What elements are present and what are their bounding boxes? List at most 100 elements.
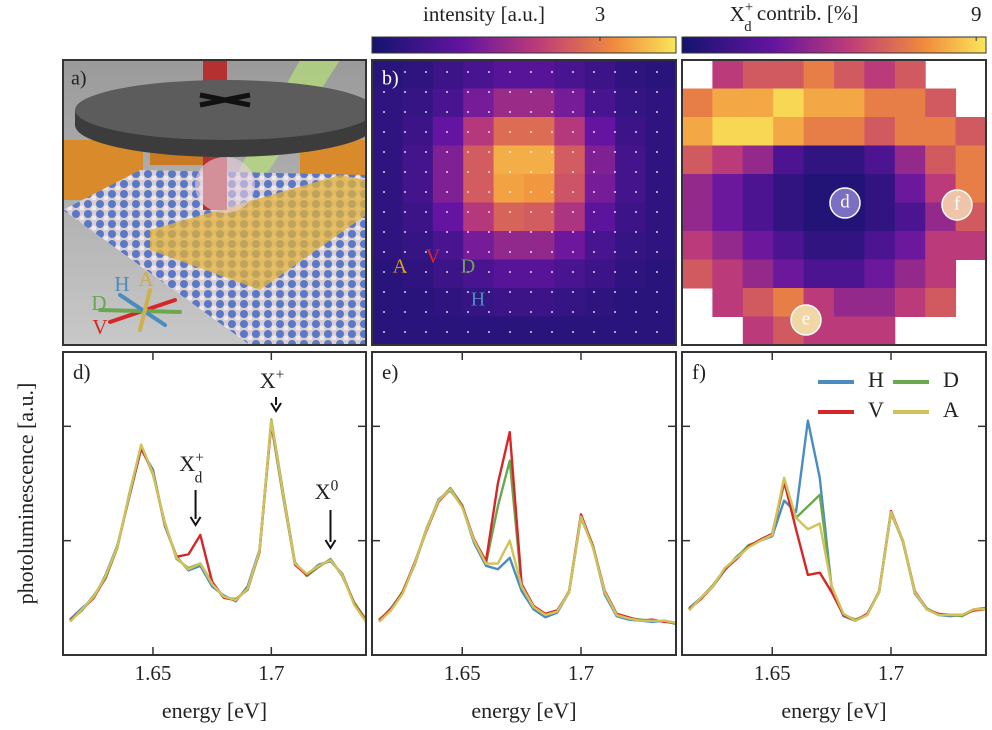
heatmap-cell [742, 174, 774, 203]
peak-label-sub: d [195, 469, 203, 486]
heatmap-cell [645, 259, 677, 289]
grid-dot [635, 291, 637, 293]
heatmap-cell [493, 316, 525, 346]
grid-dot [614, 111, 616, 113]
grid-dot [551, 111, 553, 113]
grid-dot [383, 111, 385, 113]
heatmap-cell [925, 88, 957, 118]
grid-dot [383, 131, 385, 133]
heatmap-cell [925, 259, 957, 289]
heatmap-cell [803, 60, 835, 89]
heatmap-cell [803, 117, 835, 146]
heatmap-cell [432, 288, 464, 317]
heatmap-cell [524, 117, 555, 146]
grid-dot [656, 211, 658, 213]
x-tick-label: 1.65 [754, 661, 791, 685]
grid-dot [530, 291, 532, 293]
heatmap-cell [864, 145, 896, 175]
heatmap-cell [615, 88, 647, 118]
heatmap-cell [463, 202, 495, 232]
grid-dot [530, 231, 532, 233]
x-axis-label: energy [eV] [781, 698, 886, 723]
grid-dot [425, 91, 427, 93]
heatmap-cell [645, 174, 677, 203]
grid-dot [551, 151, 553, 153]
grid-dot [509, 151, 511, 153]
grid-dot [446, 251, 448, 253]
panel-frame [371, 59, 677, 346]
heatmap-cell [554, 60, 586, 89]
legend-label: D [943, 367, 959, 392]
grid-dot [425, 171, 427, 173]
grid-dot [656, 151, 658, 153]
heatmap-cell [773, 60, 805, 89]
grid-dot [614, 291, 616, 293]
spectrum-line [69, 419, 367, 623]
grid-dot [383, 211, 385, 213]
spectrum-line [378, 489, 677, 625]
grid-dot [593, 71, 595, 73]
heatmap-cell [955, 117, 987, 146]
heatmap-cell [554, 231, 586, 260]
grid-dot [404, 211, 406, 213]
grid-dot [467, 251, 469, 253]
grid-dot [467, 111, 469, 113]
heatmap-cell [864, 60, 896, 89]
colorbar [681, 36, 987, 54]
peak-label-sup: 0 [331, 477, 339, 494]
heatmap-cell [712, 88, 744, 118]
heatmap-cell [554, 288, 586, 317]
heatmap-cell [742, 117, 774, 146]
grid-dot [551, 271, 553, 273]
grid-dot [383, 271, 385, 273]
grid-dot [404, 271, 406, 273]
grid-dot [404, 71, 406, 73]
grid-dot [446, 231, 448, 233]
position-marker [790, 304, 822, 336]
grid-dot [509, 131, 511, 133]
grid-dot [635, 191, 637, 193]
grid-dot [404, 311, 406, 313]
grid-dot [614, 271, 616, 273]
heatmap-cell [742, 288, 774, 317]
panel-label: c) [692, 68, 708, 90]
grid-dot [572, 111, 574, 113]
grid-dot [614, 151, 616, 153]
grid-dot [614, 211, 616, 213]
grid-dot [530, 331, 532, 333]
grid-dot [446, 211, 448, 213]
grid-dot [383, 251, 385, 253]
panel-label: b) [382, 68, 399, 90]
grid-dot [593, 111, 595, 113]
heatmap-cell [803, 231, 835, 260]
heatmap-cell [773, 145, 805, 175]
heatmap-cell [955, 231, 987, 260]
grid-dot [614, 71, 616, 73]
grid-dot [593, 251, 595, 253]
grid-dot [530, 91, 532, 93]
heatmap-cell [925, 145, 957, 175]
grid-dot [635, 111, 637, 113]
grid-dot [488, 331, 490, 333]
grid-dot [446, 111, 448, 113]
grid-dot [551, 171, 553, 173]
grid-dot [530, 191, 532, 193]
legend-label: A [943, 397, 959, 422]
heatmap-cell [645, 202, 677, 232]
grid-dot [572, 191, 574, 193]
grid-dot [383, 311, 385, 313]
heatmap-cell [864, 174, 896, 203]
heatmap-cell [742, 60, 774, 89]
grid-dot [425, 311, 427, 313]
heatmap-cell [894, 145, 926, 175]
heatmap-cell [402, 288, 434, 317]
grid-dot [425, 131, 427, 133]
heatmap-cell [524, 231, 555, 260]
grid-dot [467, 71, 469, 73]
heatmap-cell [894, 202, 926, 232]
grid-dot [383, 171, 385, 173]
heatmap-cell [645, 231, 677, 260]
colorbar-tick-label: 3 [595, 2, 606, 26]
colorbar-label: intensity [a.u.] [423, 2, 545, 26]
position-marker-label: e [802, 308, 810, 329]
